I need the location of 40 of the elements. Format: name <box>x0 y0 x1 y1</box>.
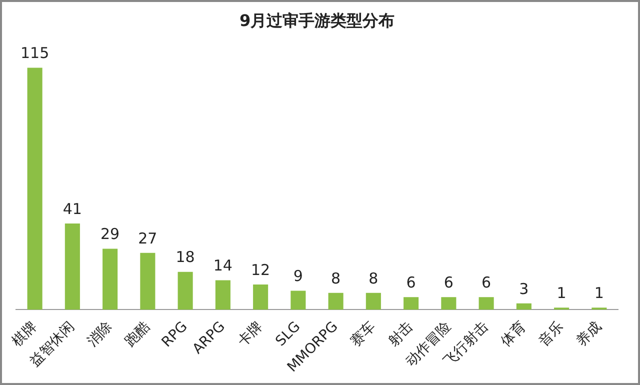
data-label: 41 <box>62 200 82 218</box>
x-tick-label: 消除 <box>84 318 116 350</box>
data-label: 9 <box>293 267 303 286</box>
x-tick-label: 赛车 <box>348 318 379 350</box>
bar <box>215 280 230 310</box>
data-label: 8 <box>368 269 378 288</box>
data-label: 29 <box>100 225 120 244</box>
x-tick-label: 射击 <box>385 318 416 350</box>
data-label: 1 <box>594 284 604 302</box>
bar <box>404 297 419 310</box>
data-label: 14 <box>213 256 232 275</box>
data-label: 6 <box>482 273 492 292</box>
bar <box>290 290 306 310</box>
data-label: 115 <box>20 44 50 62</box>
x-tick-label: 体育 <box>498 318 530 350</box>
bar <box>516 303 532 310</box>
x-tick-label: 跑酷 <box>122 318 154 350</box>
bar <box>441 297 456 310</box>
data-label: 18 <box>176 248 195 266</box>
bar <box>253 284 268 310</box>
bar <box>27 68 42 310</box>
data-label: 6 <box>444 273 454 292</box>
bar <box>366 292 381 310</box>
bar <box>64 223 80 310</box>
bar <box>140 252 156 310</box>
chart-title: 9月过审手游类型分布 <box>239 10 395 30</box>
x-tick-label: 养成 <box>573 318 605 350</box>
data-label: 27 <box>138 229 158 248</box>
x-tick-label: 音乐 <box>536 318 567 350</box>
data-label: 1 <box>556 284 566 302</box>
data-label: 3 <box>519 280 529 298</box>
bar <box>478 297 494 310</box>
x-tick-label: 卡牌 <box>234 318 266 350</box>
bar <box>102 248 118 310</box>
data-label: 8 <box>331 269 341 288</box>
bar <box>328 292 344 310</box>
x-tick-label: 棋牌 <box>9 318 40 350</box>
data-label: 12 <box>251 260 270 279</box>
data-label: 6 <box>406 273 416 292</box>
bar <box>178 272 193 310</box>
